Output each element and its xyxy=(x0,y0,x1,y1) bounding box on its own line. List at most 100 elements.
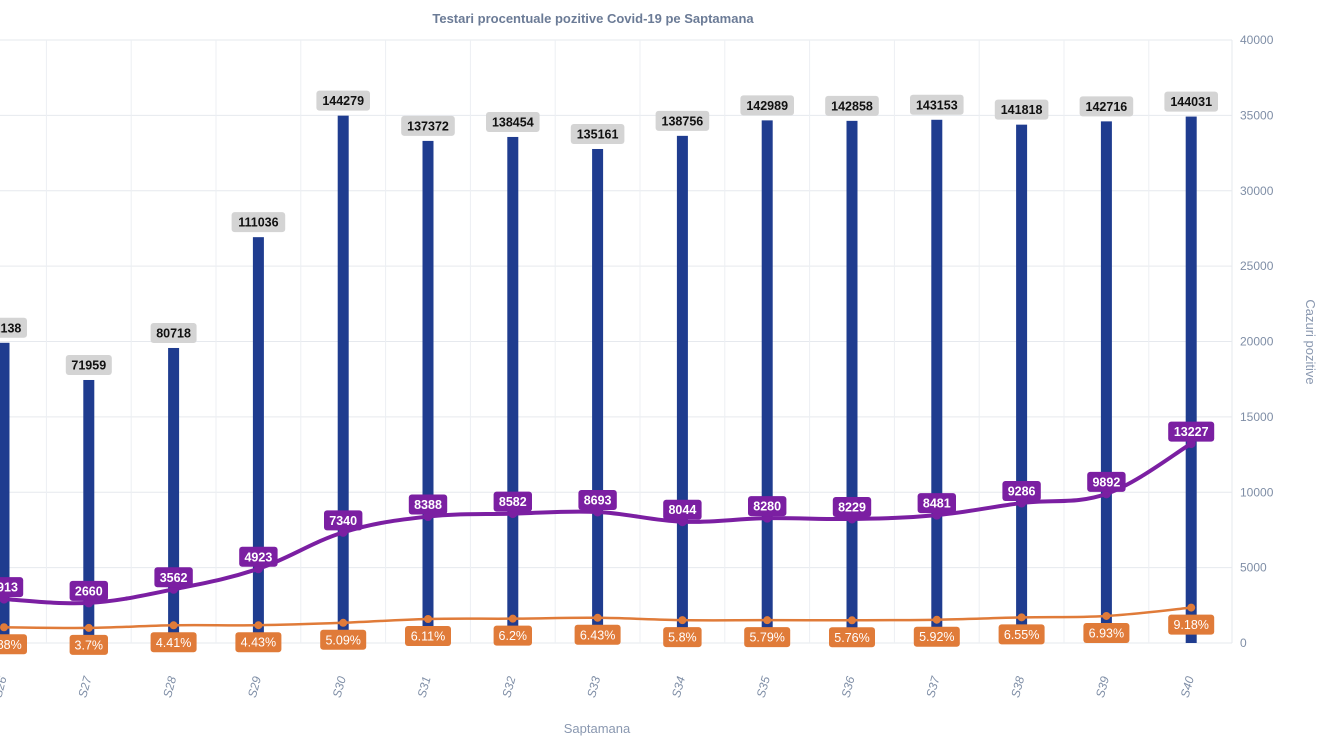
test-label: 71959 xyxy=(65,354,112,375)
svg-text:13227: 13227 xyxy=(1174,425,1209,439)
y-tick-label: 25000 xyxy=(1240,259,1274,273)
test-bar xyxy=(1100,121,1112,643)
y-tick-label: 30000 xyxy=(1240,184,1274,198)
test-label: 138454 xyxy=(486,111,540,132)
percent-label: 6.43% xyxy=(574,624,621,645)
percent-point xyxy=(1102,611,1111,620)
test-label: 138756 xyxy=(655,110,710,131)
percent-point xyxy=(169,621,178,630)
x-tick-label: S27 xyxy=(75,674,94,700)
y-tick-label: 15000 xyxy=(1240,410,1274,424)
percent-point xyxy=(763,616,772,625)
svg-text:135161: 135161 xyxy=(577,127,619,141)
cases-label: 8280 xyxy=(748,496,787,517)
percent-label: 5.09% xyxy=(320,629,367,650)
test-bar xyxy=(846,120,858,644)
svg-text:8229: 8229 xyxy=(838,500,866,514)
percent-labels: 3.88% 3.7% 4.41% 4.43% 5.09% 6.11% 6.2% 6.43% 5.… xyxy=(0,614,1215,655)
percent-point xyxy=(848,616,856,625)
x-tick-label: S40 xyxy=(1178,675,1197,700)
test-bar xyxy=(83,379,95,643)
svg-text:2660: 2660 xyxy=(75,584,103,598)
svg-text:111036: 111036 xyxy=(238,216,278,230)
svg-text:3.7%: 3.7% xyxy=(75,638,104,652)
cases-label: 7340 xyxy=(324,510,363,531)
svg-text:3562: 3562 xyxy=(160,571,188,585)
x-tick-label: S38 xyxy=(1008,675,1027,700)
percent-label: 3.88% xyxy=(0,634,27,655)
percent-label: 4.41% xyxy=(150,632,197,653)
test-bar xyxy=(252,237,264,643)
x-tick-label: S28 xyxy=(160,675,179,700)
test-label: 142858 xyxy=(825,95,879,116)
cases-label: 3562 xyxy=(154,567,193,588)
cases-labels: 2913 2660 3562 4923 7340 8388 8582 8693 8044 8280… xyxy=(0,421,1215,601)
svg-text:3.88%: 3.88% xyxy=(0,638,22,652)
cases-label: 13227 xyxy=(1168,421,1215,442)
x-tick-label: S33 xyxy=(584,675,603,700)
cases-label: 8388 xyxy=(408,494,448,515)
right-axis-ticks: 0 5000 10000 15000 20000 25000 30000 35000 40000 xyxy=(1240,33,1274,650)
test-label: 135161 xyxy=(570,123,625,144)
test-label: 142716 xyxy=(1079,96,1134,117)
svg-text:6.11%: 6.11% xyxy=(411,629,446,643)
test-bar xyxy=(337,115,349,643)
svg-text:8280: 8280 xyxy=(753,500,781,514)
y-tick-label: 40000 xyxy=(1240,33,1274,47)
right-axis-title: Cazuri pozitive xyxy=(1303,299,1318,384)
percent-point xyxy=(339,618,348,627)
percent-point xyxy=(424,614,432,623)
percent-label: 5.79% xyxy=(744,627,791,648)
percent-label: 5.8% xyxy=(663,627,702,648)
y-tick-label: 35000 xyxy=(1240,108,1274,122)
svg-text:138454: 138454 xyxy=(492,115,534,129)
test-label: 144031 xyxy=(1164,91,1218,112)
svg-text:142989: 142989 xyxy=(746,99,788,113)
percent-label: 3.7% xyxy=(69,634,108,655)
svg-text:8388: 8388 xyxy=(414,498,442,512)
cases-label: 8044 xyxy=(663,499,702,520)
chart-title: Testari procentuale pozitive Covid-19 pe… xyxy=(432,11,754,26)
test-bar xyxy=(507,136,519,643)
test-label: 144279 xyxy=(316,90,370,111)
svg-text:144031: 144031 xyxy=(1170,95,1212,109)
x-tick-label: S30 xyxy=(330,675,349,700)
test-bar xyxy=(931,119,943,644)
svg-text:9892: 9892 xyxy=(1092,475,1120,489)
percent-label: 6.11% xyxy=(405,625,451,646)
test-label: 141818 xyxy=(994,99,1049,120)
x-tick-label: S35 xyxy=(754,675,773,700)
x-tick-label: S29 xyxy=(245,675,264,700)
svg-text:6.43%: 6.43% xyxy=(580,628,615,642)
test-label: 142989 xyxy=(740,95,794,116)
percent-label: 9.18% xyxy=(1168,614,1215,635)
test-bar xyxy=(761,120,773,644)
test-label: 82138 xyxy=(0,317,27,338)
svg-text:82138: 82138 xyxy=(0,321,21,335)
percent-point xyxy=(932,615,941,624)
test-bar xyxy=(0,342,10,643)
test-bar xyxy=(1016,124,1028,643)
cases-label: 8229 xyxy=(832,496,872,517)
test-label: 80718 xyxy=(150,322,197,343)
test-bars xyxy=(0,115,1197,644)
percent-point xyxy=(1017,613,1026,622)
test-bar xyxy=(676,135,688,644)
cases-label: 8693 xyxy=(578,489,617,510)
y-tick-label: 0 xyxy=(1240,636,1247,650)
percent-line xyxy=(0,603,1196,632)
svg-text:142858: 142858 xyxy=(831,99,873,113)
svg-text:4.41%: 4.41% xyxy=(156,636,191,650)
svg-text:141818: 141818 xyxy=(1001,103,1043,117)
svg-text:5.8%: 5.8% xyxy=(668,631,697,645)
test-label: 143153 xyxy=(910,94,964,115)
cases-label: 8582 xyxy=(493,491,532,512)
test-bar xyxy=(1185,116,1197,643)
percent-point xyxy=(84,623,93,632)
percent-point xyxy=(1187,603,1196,612)
percent-point xyxy=(508,614,517,623)
test-labels: 82138 71959 80718 111036 144279 137372 138454 1… xyxy=(0,90,1218,375)
svg-text:7340: 7340 xyxy=(329,514,357,528)
svg-text:5.92%: 5.92% xyxy=(919,630,954,644)
